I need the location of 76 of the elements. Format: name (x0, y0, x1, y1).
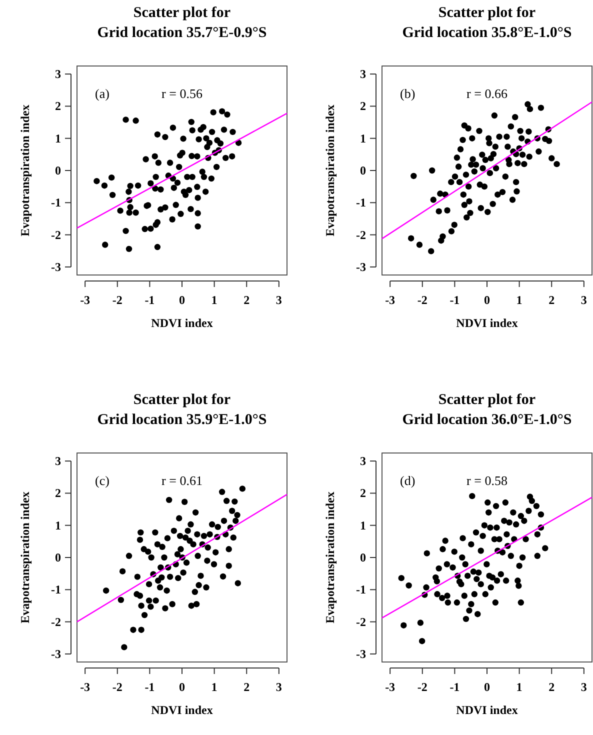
annotation: (d) (400, 473, 416, 488)
x-axis-title: NDVI index (456, 316, 518, 330)
x-tick-label: -2 (417, 680, 428, 694)
x-tick-label: 2 (548, 293, 555, 307)
x-tick-label: -2 (112, 293, 122, 307)
x-tick-label: -3 (80, 293, 90, 307)
x-tick-label: -1 (450, 293, 460, 307)
x-tick-label: -2 (417, 293, 428, 307)
x-tick-label: 3 (580, 293, 587, 307)
chart-title: Scatter plot for Grid location 35.8°E-1.0°S (402, 5, 572, 41)
annotation: r = 0.61 (162, 473, 202, 488)
y-axis-title: Evapotranspiration index (323, 104, 337, 236)
x-tick-label: -1 (450, 680, 460, 694)
y-tick-label: 0 (55, 550, 61, 564)
x-tick-label: 2 (548, 680, 555, 694)
x-tick-label: 2 (244, 293, 250, 307)
y-tick-label: -2 (356, 614, 366, 629)
y-tick-label: -3 (51, 260, 61, 274)
x-tick-label: 0 (484, 293, 490, 307)
annotation: (a) (95, 86, 110, 101)
y-tick-label: -1 (51, 196, 61, 210)
chart-title: Scatter plot for Grid location 35.7°E-0.9°S (97, 5, 267, 41)
annotation: r = 0.58 (466, 473, 508, 488)
y-tick-label: 3 (360, 454, 366, 468)
y-tick-label: -3 (356, 646, 366, 661)
x-tick-label: 1 (516, 680, 522, 694)
y-tick-label: 1 (360, 131, 366, 146)
y-tick-label: 1 (360, 518, 366, 532)
annotation: r = 0.56 (162, 86, 203, 101)
y-tick-label: 2 (55, 99, 61, 114)
x-tick-label: 1 (516, 293, 522, 307)
chart-title: Scatter plot for Grid location 35.9°E-1.0°S (97, 392, 267, 428)
x-axis-title: NDVI index (151, 703, 213, 717)
x-axis-title: NDVI index (456, 703, 518, 717)
y-tick-label: 0 (55, 164, 61, 178)
y-axis-title: Evapotranspiration index (18, 104, 32, 236)
annotation: (b) (400, 86, 416, 101)
x-tick-label: 0 (484, 680, 490, 694)
y-tick-label: -2 (356, 228, 366, 242)
x-tick-label: 1 (211, 680, 218, 694)
y-tick-label: 3 (55, 67, 61, 82)
x-axis-title: NDVI index (151, 316, 213, 330)
y-tick-label: 3 (55, 454, 61, 468)
y-tick-label: 2 (360, 486, 366, 500)
y-axis-title: Evapotranspiration index (323, 492, 337, 624)
y-tick-label: -1 (51, 582, 61, 597)
y-tick-label: -1 (356, 582, 366, 597)
y-axis-title: Evapotranspiration index (18, 492, 32, 624)
x-tick-label: 0 (179, 680, 185, 694)
y-tick-label: 0 (360, 164, 366, 178)
x-tick-label: 3 (580, 680, 587, 694)
chart-title: Scatter plot for Grid location 36.0°E-1.0°S (402, 392, 572, 428)
x-tick-label: 2 (244, 680, 250, 694)
y-tick-label: 2 (55, 486, 61, 500)
y-tick-label: -3 (51, 646, 61, 661)
y-tick-label: 1 (55, 131, 61, 146)
x-tick-label: -3 (385, 293, 396, 307)
y-tick-label: 0 (360, 550, 366, 564)
x-tick-label: -1 (144, 680, 155, 694)
x-tick-label: -2 (112, 680, 122, 694)
x-tick-label: 3 (276, 680, 282, 694)
x-tick-label: -3 (80, 680, 90, 694)
x-tick-label: 0 (179, 293, 185, 307)
x-tick-label: -3 (385, 680, 396, 694)
y-tick-label: 3 (360, 67, 366, 82)
y-tick-label: -2 (51, 614, 61, 629)
x-tick-label: 1 (211, 293, 218, 307)
annotation: r = 0.66 (466, 86, 508, 101)
y-tick-label: -1 (356, 196, 366, 210)
y-tick-label: -3 (356, 260, 366, 274)
y-tick-label: 1 (55, 518, 61, 532)
x-tick-label: 3 (276, 293, 282, 307)
y-tick-label: -2 (51, 228, 61, 242)
annotation: (c) (95, 473, 110, 488)
x-tick-label: -1 (144, 293, 155, 307)
y-tick-label: 2 (360, 99, 366, 114)
